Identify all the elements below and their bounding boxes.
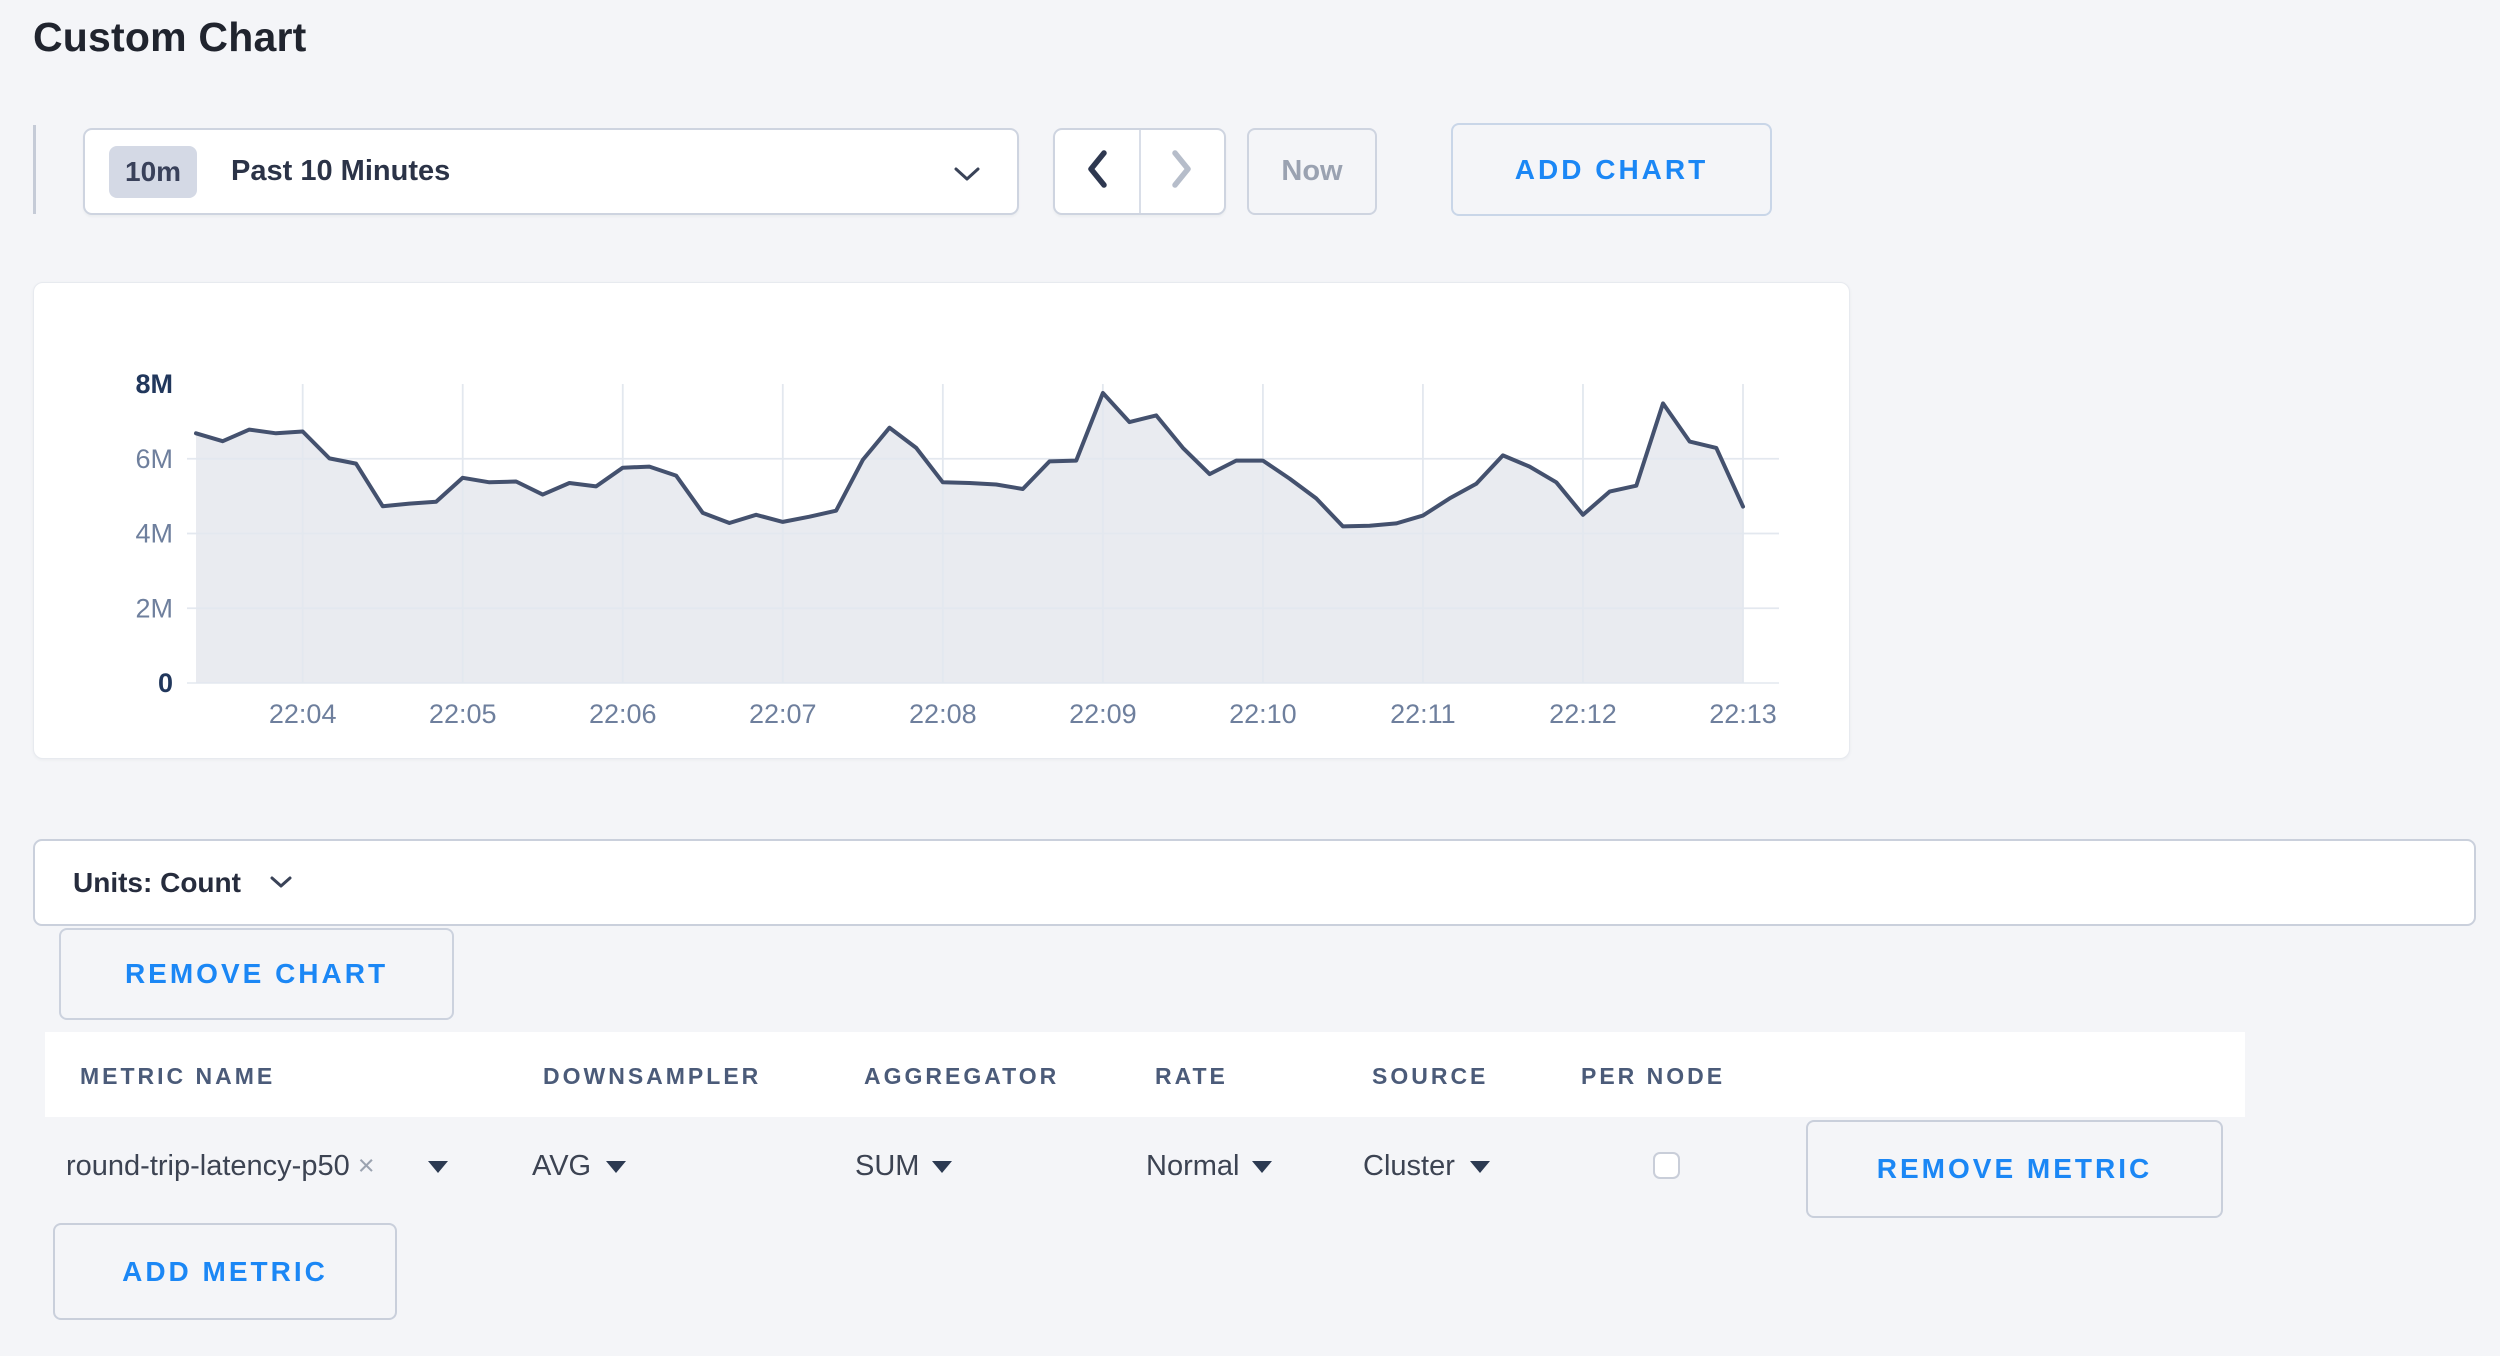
column-downsampler: DOWNSAMPLER bbox=[543, 1063, 762, 1089]
chevron-right-icon bbox=[1170, 149, 1194, 194]
svg-text:6M: 6M bbox=[135, 444, 173, 474]
time-forward-button[interactable] bbox=[1141, 130, 1225, 213]
column-per-node: PER NODE bbox=[1581, 1063, 1726, 1089]
column-metric-name: METRIC NAME bbox=[80, 1063, 276, 1089]
now-button[interactable]: Now bbox=[1247, 128, 1377, 215]
time-range-badge: 10m bbox=[109, 145, 198, 198]
svg-text:22:06: 22:06 bbox=[589, 699, 657, 729]
svg-text:22:09: 22:09 bbox=[1069, 699, 1137, 729]
svg-text:2M: 2M bbox=[135, 593, 173, 623]
triangle-down-icon[interactable] bbox=[932, 1161, 952, 1173]
column-aggregator: AGGREGATOR bbox=[864, 1063, 1060, 1089]
remove-chart-button[interactable]: REMOVE CHART bbox=[59, 928, 454, 1020]
time-range-select[interactable]: 10m Past 10 Minutes bbox=[83, 128, 1019, 215]
chart-card: 22:04 22:05 22:06 22:07 22:08 22:09 22:10 22:11… bbox=[33, 282, 1850, 759]
units-dropdown[interactable]: Units: Count bbox=[33, 839, 2476, 926]
chevron-left-icon bbox=[1085, 149, 1109, 194]
aggregator-dropdown[interactable]: SUM bbox=[855, 1150, 920, 1182]
svg-text:4M: 4M bbox=[135, 519, 173, 549]
svg-text:22:07: 22:07 bbox=[749, 699, 817, 729]
per-node-checkbox[interactable] bbox=[1653, 1152, 1680, 1179]
svg-text:0: 0 bbox=[158, 668, 173, 698]
add-metric-button[interactable]: ADD METRIC bbox=[53, 1223, 397, 1320]
units-label: Units: Count bbox=[73, 866, 241, 898]
toolbar-accent-divider bbox=[33, 125, 36, 214]
time-nav-group bbox=[1053, 128, 1226, 215]
metric-name-dropdown[interactable]: round-trip-latency-p50 × bbox=[66, 1150, 375, 1183]
remove-metric-button[interactable]: REMOVE METRIC bbox=[1806, 1120, 2223, 1218]
metric-chart: 22:04 22:05 22:06 22:07 22:08 22:09 22:10 22:11… bbox=[135, 369, 1779, 729]
svg-text:22:08: 22:08 bbox=[909, 699, 977, 729]
chevron-down-icon bbox=[953, 166, 981, 187]
triangle-down-icon[interactable] bbox=[428, 1161, 448, 1173]
column-rate: RATE bbox=[1155, 1063, 1228, 1089]
triangle-down-icon[interactable] bbox=[606, 1161, 626, 1173]
svg-text:8M: 8M bbox=[135, 369, 173, 399]
time-back-button[interactable] bbox=[1055, 130, 1141, 213]
svg-text:22:13: 22:13 bbox=[1709, 699, 1777, 729]
column-source: SOURCE bbox=[1372, 1063, 1489, 1089]
svg-text:22:12: 22:12 bbox=[1549, 699, 1617, 729]
metric-name-value: round-trip-latency-p50 bbox=[66, 1150, 350, 1182]
triangle-down-icon[interactable] bbox=[1470, 1161, 1490, 1173]
downsampler-dropdown[interactable]: AVG bbox=[532, 1150, 592, 1182]
triangle-down-icon[interactable] bbox=[1252, 1161, 1272, 1173]
rate-dropdown[interactable]: Normal bbox=[1146, 1150, 1240, 1182]
metrics-table-header bbox=[45, 1032, 2245, 1117]
svg-text:22:04: 22:04 bbox=[269, 699, 337, 729]
page-title: Custom Chart bbox=[33, 14, 307, 60]
time-range-label: Past 10 Minutes bbox=[231, 155, 451, 187]
add-chart-button[interactable]: ADD CHART bbox=[1451, 123, 1772, 216]
chevron-down-icon bbox=[269, 875, 293, 894]
remove-tag-icon[interactable]: × bbox=[357, 1150, 375, 1182]
svg-text:22:11: 22:11 bbox=[1390, 699, 1456, 729]
svg-text:22:05: 22:05 bbox=[429, 699, 497, 729]
svg-text:22:10: 22:10 bbox=[1229, 699, 1297, 729]
source-dropdown[interactable]: Cluster bbox=[1363, 1150, 1455, 1182]
